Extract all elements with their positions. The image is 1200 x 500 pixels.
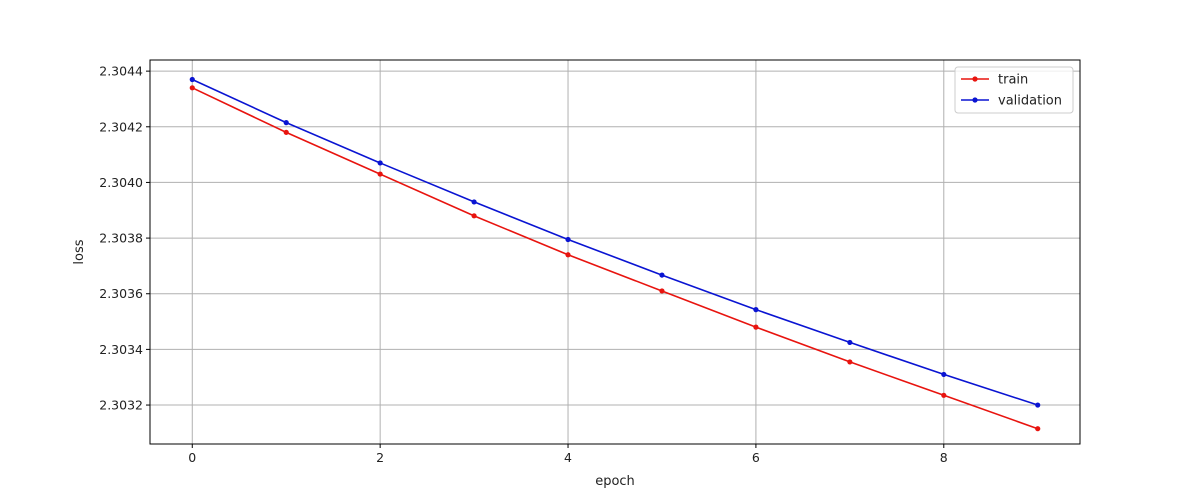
- y-tick-label: 2.3038: [99, 231, 143, 246]
- legend-marker: [972, 76, 978, 82]
- y-tick-label: 2.3034: [99, 342, 143, 357]
- y-tick-label: 2.3036: [99, 286, 143, 301]
- legend-label: validation: [998, 94, 1062, 109]
- legend: train validation: [954, 66, 1074, 114]
- y-tick-label: 2.3040: [99, 175, 143, 190]
- x-tick-label: 2: [376, 450, 384, 465]
- legend-item-validation: validation: [961, 94, 1062, 109]
- x-tick-label: 6: [752, 450, 760, 465]
- data-point-validation: [847, 339, 853, 346]
- data-point-train: [565, 252, 571, 258]
- data-point-validation: [377, 160, 383, 166]
- data-point-validation: [753, 307, 759, 313]
- x-tick-label: 8: [940, 450, 948, 465]
- y-tick-label: 2.3044: [99, 64, 143, 79]
- data-point-validation: [1035, 402, 1041, 408]
- data-point-validation: [659, 272, 665, 278]
- data-point-train: [753, 324, 759, 330]
- data-point-train: [283, 129, 289, 135]
- x-axis-label: epoch: [595, 474, 635, 489]
- data-point-train: [1035, 426, 1041, 432]
- y-tick-label: 2.3042: [99, 119, 143, 134]
- series-line-train: [191, 87, 1038, 430]
- data-point-train: [847, 359, 853, 365]
- series-validation: [189, 76, 1041, 408]
- data-point-train: [189, 85, 195, 91]
- y-axis-label: loss: [72, 239, 87, 264]
- series-layer: [189, 76, 1041, 432]
- data-point-train: [471, 213, 477, 219]
- series-train: [189, 85, 1041, 432]
- y-tick-label: 2.3032: [99, 398, 143, 413]
- data-point-validation: [283, 120, 289, 126]
- data-point-validation: [565, 236, 571, 243]
- data-point-train: [377, 171, 383, 177]
- plot-frame: [149, 59, 1081, 445]
- x-tick-label: 4: [564, 450, 572, 465]
- data-point-validation: [471, 199, 477, 205]
- legend-label: train: [998, 73, 1028, 88]
- data-point-train: [659, 288, 665, 294]
- data-point-train: [941, 392, 947, 398]
- legend-item-train: train: [961, 73, 1028, 88]
- data-point-validation: [941, 371, 947, 378]
- legend-marker: [972, 97, 978, 103]
- x-tick-label: 0: [188, 450, 196, 465]
- grid: [150, 60, 1080, 444]
- axis-ticks: 0 2 4 6 8 2.3032 2.3034 2.3036 2.3038 2.3040 2.304…: [99, 64, 948, 465]
- data-point-validation: [189, 76, 195, 83]
- series-line-validation: [191, 78, 1038, 406]
